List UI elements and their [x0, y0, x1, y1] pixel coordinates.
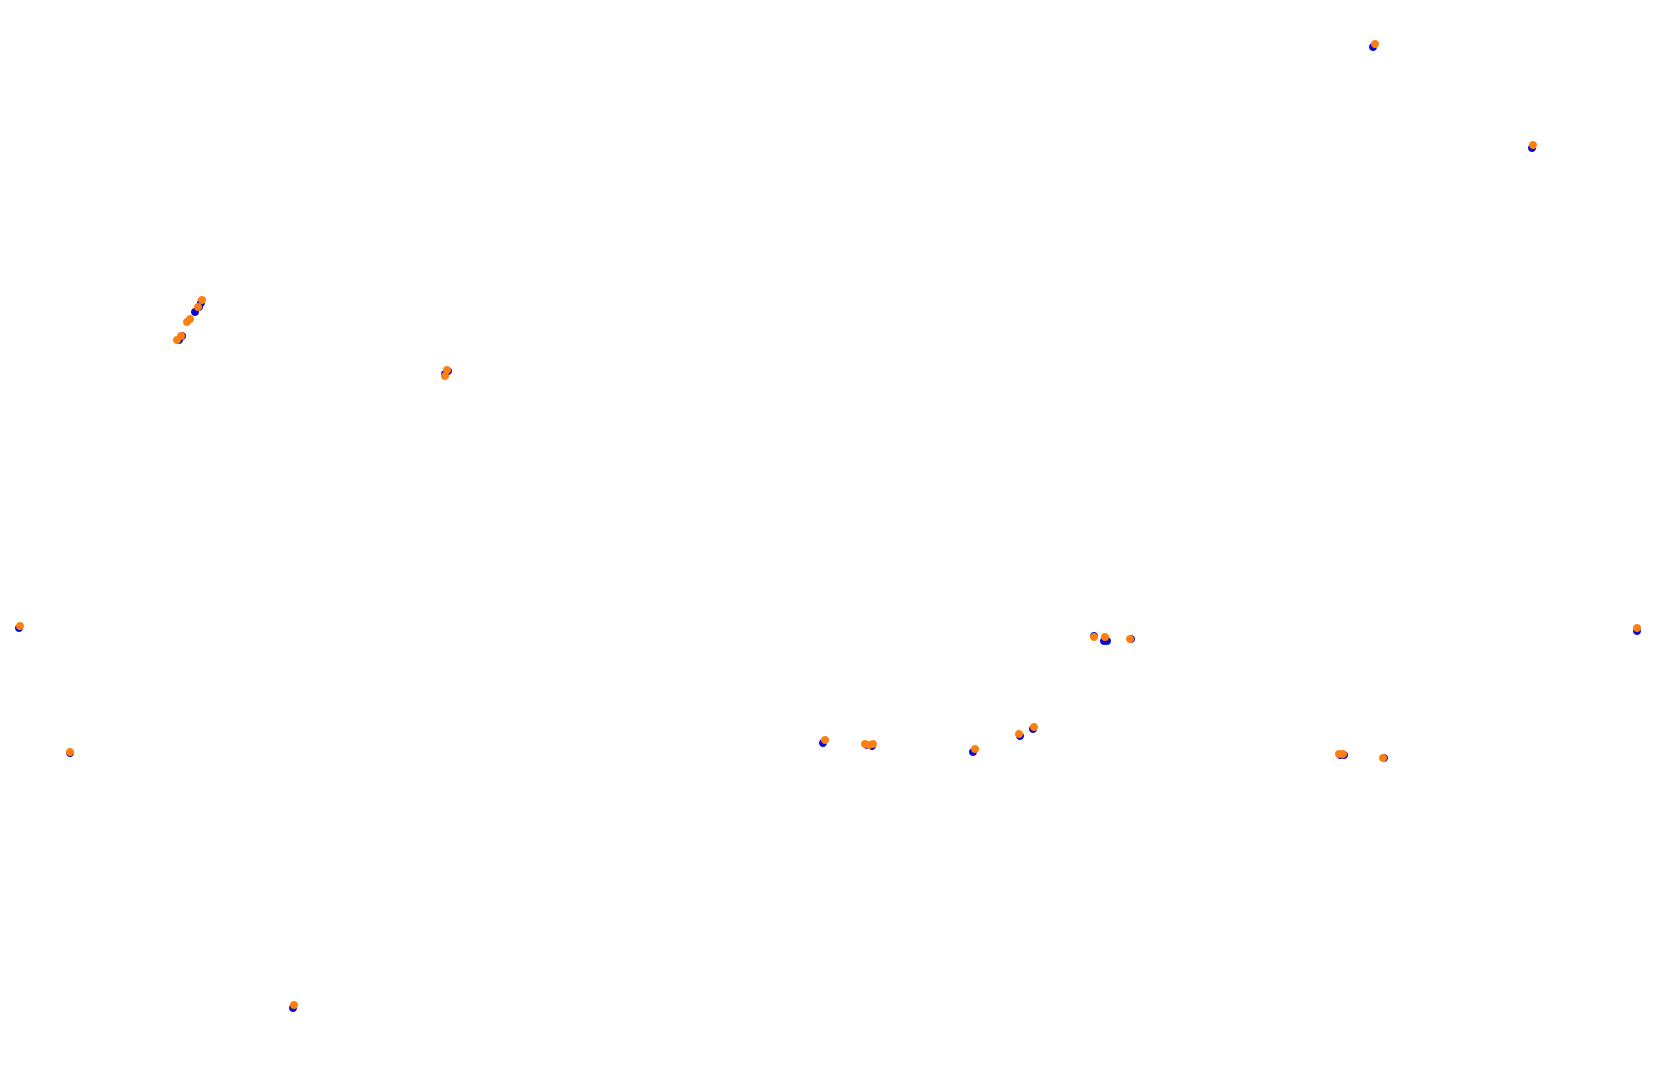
- series-1-point-20: [1101, 633, 1109, 641]
- series-1-point-3: [194, 303, 202, 311]
- series-1: [16, 40, 1641, 1009]
- series-1-point-23: [1339, 750, 1347, 758]
- series-1-point-16: [971, 745, 979, 753]
- series-1-point-25: [1633, 624, 1641, 632]
- series-1-point-11: [66, 748, 74, 756]
- series-1-point-26: [290, 1001, 298, 1009]
- series-0: [15, 43, 1641, 1012]
- series-1-point-18: [1030, 723, 1038, 731]
- series-1-point-1: [1529, 141, 1537, 149]
- series-1-point-7: [173, 336, 181, 344]
- series-1-point-12: [821, 736, 829, 744]
- series-layer: [15, 40, 1641, 1012]
- series-1-point-9: [441, 372, 449, 380]
- series-1-point-0: [1371, 40, 1379, 48]
- series-1-point-10: [16, 622, 24, 630]
- series-1-point-24: [1379, 754, 1387, 762]
- series-1-point-21: [1126, 635, 1134, 643]
- series-1-point-5: [183, 318, 191, 326]
- series-1-point-15: [869, 740, 877, 748]
- series-1-point-17: [1015, 730, 1023, 738]
- series-1-point-19: [1090, 633, 1098, 641]
- series-1-point-2: [198, 296, 206, 304]
